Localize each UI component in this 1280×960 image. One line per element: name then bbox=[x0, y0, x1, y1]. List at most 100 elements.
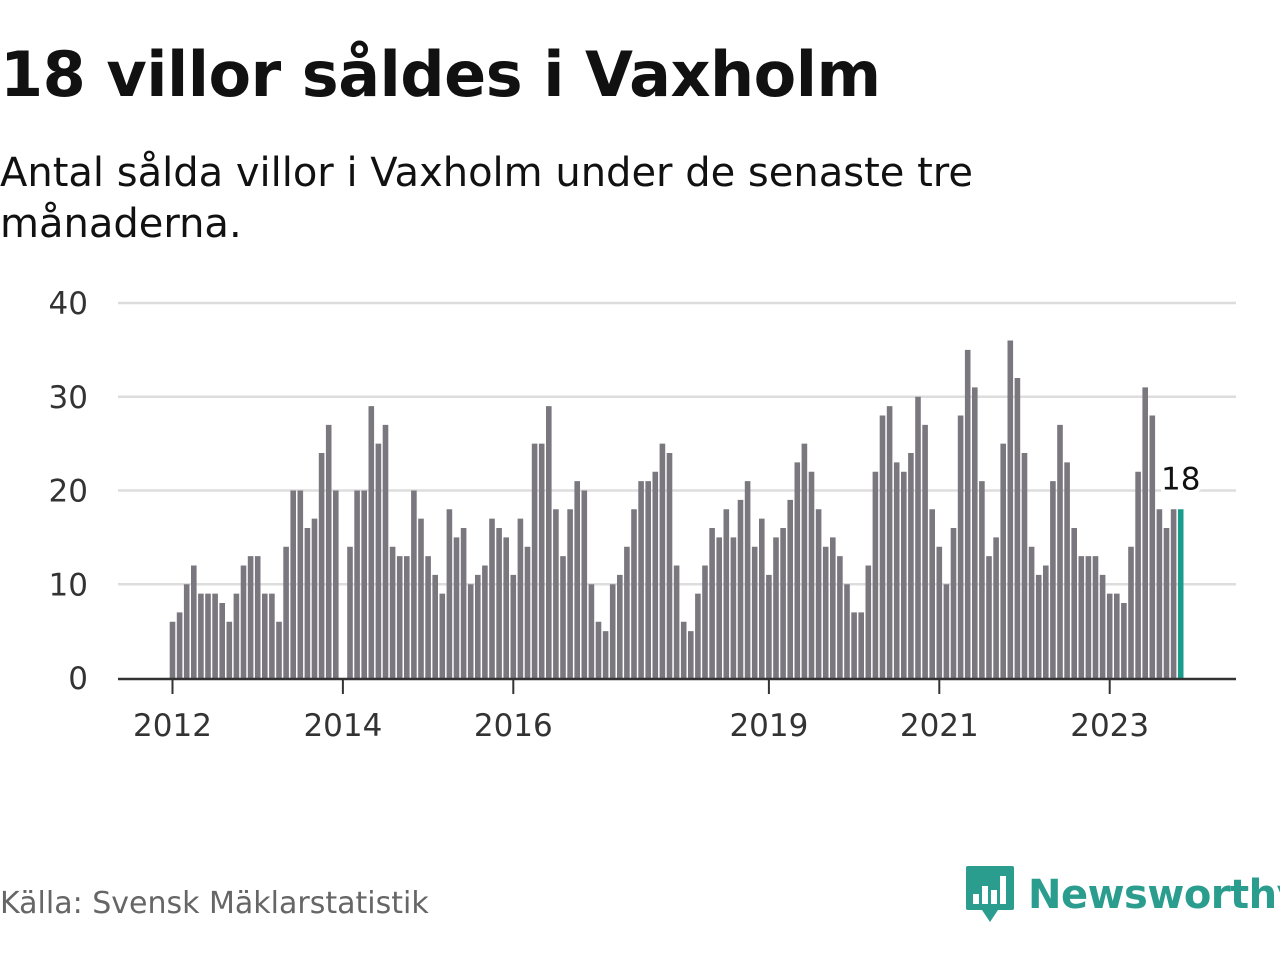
bar bbox=[396, 556, 403, 679]
bar bbox=[510, 574, 517, 679]
bar bbox=[404, 556, 410, 679]
bar bbox=[893, 462, 900, 678]
y-tick-label: 40 bbox=[49, 286, 88, 322]
bar bbox=[709, 528, 715, 678]
bar bbox=[929, 509, 935, 678]
bar bbox=[496, 528, 502, 678]
bar bbox=[297, 490, 304, 678]
bar bbox=[389, 546, 396, 678]
bar bbox=[475, 574, 481, 679]
bar bbox=[1007, 340, 1014, 678]
bar bbox=[1057, 424, 1063, 678]
bar bbox=[418, 518, 424, 679]
x-tick-label: 2014 bbox=[303, 708, 382, 744]
bar bbox=[1142, 387, 1148, 679]
bar bbox=[1085, 556, 1092, 679]
bars bbox=[169, 340, 1184, 679]
bar bbox=[482, 565, 488, 678]
bar bbox=[354, 490, 360, 678]
bar bbox=[922, 424, 928, 678]
bar bbox=[361, 490, 367, 678]
bar bbox=[1092, 556, 1099, 679]
bar bbox=[1078, 556, 1085, 679]
bar bbox=[212, 593, 218, 679]
y-tick-label: 20 bbox=[49, 474, 88, 510]
bar bbox=[205, 593, 211, 679]
bar bbox=[901, 471, 907, 678]
bar bbox=[822, 546, 829, 678]
x-tick-label: 2019 bbox=[729, 708, 808, 744]
bar bbox=[538, 443, 545, 679]
bar bbox=[652, 471, 659, 678]
bar bbox=[830, 537, 836, 679]
newsworthy-logo[interactable]: Newsworthy bbox=[964, 864, 1280, 926]
bar bbox=[290, 490, 296, 678]
bar bbox=[467, 584, 474, 678]
bar bbox=[624, 546, 630, 678]
bar bbox=[915, 396, 921, 678]
bar bbox=[631, 509, 637, 678]
bar bbox=[411, 490, 417, 678]
bar bbox=[695, 593, 701, 679]
bar bbox=[531, 443, 538, 679]
bar bbox=[638, 481, 644, 679]
bar bbox=[844, 584, 850, 678]
bar bbox=[858, 612, 864, 679]
source-note: Källa: Svensk Mäklarstatistik bbox=[0, 886, 429, 921]
bar bbox=[851, 612, 857, 679]
bar bbox=[744, 481, 751, 679]
bar bbox=[333, 490, 339, 678]
page-subtitle: Antal sålda villor i Vaxholm under de se… bbox=[0, 150, 973, 247]
bar bbox=[226, 621, 233, 678]
bar bbox=[1135, 471, 1141, 678]
bar bbox=[1064, 462, 1070, 678]
bar bbox=[503, 537, 509, 679]
bar bbox=[617, 574, 623, 679]
bar bbox=[908, 453, 914, 678]
bar bbox=[943, 584, 950, 678]
bar bbox=[1106, 593, 1113, 679]
bar bbox=[453, 537, 460, 679]
bar bbox=[1050, 481, 1056, 679]
bar bbox=[1163, 528, 1170, 678]
bar bbox=[1043, 565, 1049, 678]
bar bbox=[233, 593, 240, 679]
bar bbox=[425, 556, 431, 679]
bar bbox=[872, 471, 879, 678]
bar bbox=[957, 415, 964, 678]
bar bbox=[986, 556, 992, 679]
bar bbox=[1014, 378, 1021, 678]
bar bbox=[609, 584, 616, 678]
bar bbox=[254, 556, 261, 679]
bar bbox=[801, 443, 808, 679]
bar bbox=[730, 537, 737, 679]
bar bbox=[183, 584, 190, 678]
page-title: 18 villor såldes i Vaxholm bbox=[0, 38, 881, 111]
bar bbox=[879, 415, 886, 678]
bar bbox=[191, 565, 197, 678]
bar bbox=[964, 349, 971, 679]
bar bbox=[1114, 593, 1120, 679]
bar bbox=[375, 443, 382, 679]
y-tick-label: 30 bbox=[49, 380, 88, 416]
bar bbox=[787, 499, 793, 679]
bar bbox=[1170, 509, 1177, 678]
bar bbox=[198, 593, 204, 679]
bar bbox=[489, 518, 495, 679]
x-tick-label: 2021 bbox=[900, 708, 979, 744]
bar bbox=[446, 509, 453, 678]
bar bbox=[837, 556, 843, 679]
bar bbox=[176, 612, 183, 679]
y-tick-label: 0 bbox=[68, 661, 88, 697]
bar bbox=[347, 546, 353, 678]
bar bbox=[716, 537, 722, 679]
bar bbox=[439, 593, 446, 679]
bar-chart-speech-bubble-icon bbox=[966, 866, 1014, 922]
bar bbox=[936, 546, 943, 678]
bar bbox=[517, 518, 524, 679]
x-tick-label: 2023 bbox=[1070, 708, 1149, 744]
bar bbox=[865, 565, 872, 678]
bar bbox=[950, 528, 957, 678]
bar bbox=[673, 565, 680, 678]
